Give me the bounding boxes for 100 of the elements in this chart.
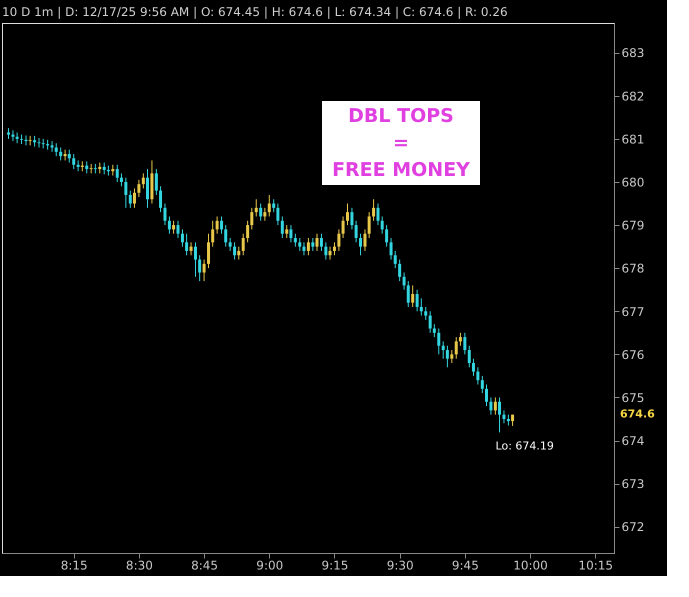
candlestick [489,396,492,416]
candlestick [350,207,354,230]
candlestick [289,224,292,243]
candlestick [506,414,510,426]
candlestick [398,259,402,282]
candlestick [233,242,236,260]
x-tick-label: 10:15 [578,558,614,572]
x-tick-label: 10:00 [513,558,548,572]
candlestick [154,168,158,196]
candlestick [16,132,19,144]
y-tick-label: 682 [622,89,644,104]
candlestick [242,233,245,256]
candlestick [85,160,88,174]
candlestick [111,164,114,176]
candlestick [458,332,462,346]
candlestick [185,233,188,256]
candlestick [276,203,280,226]
candlestick [416,289,419,312]
candlestick [484,384,488,407]
annotation: DBL TOPS = FREE MONEY [332,105,470,181]
candlestick [298,238,302,252]
candlestick [306,238,310,256]
candlestick [224,224,228,248]
candlestick [385,224,388,248]
candlestick [463,332,466,355]
candlestick [372,198,376,222]
candlestick [80,160,84,172]
y-tick-label: 674 [622,434,644,448]
candlestick [337,228,340,252]
candlestick [163,203,166,226]
candlestick [263,207,266,222]
candlestick [194,242,197,278]
y-tick-label: 681 [622,132,644,146]
candlestick [511,414,514,426]
x-tick-label: 9:15 [321,558,348,572]
candlestick [315,233,318,252]
candlestick [472,358,475,376]
candlestick [207,233,210,269]
candlestick [54,142,58,157]
x-tick-label: 8:30 [126,558,153,572]
y-tick-label: 676 [622,348,644,362]
candlestick [198,254,202,282]
y-tick-label: 672 [622,520,644,534]
candlestick [59,147,62,161]
candlestick [302,242,306,256]
y-tick-label: 683 [622,46,644,60]
x-tick-label: 8:45 [191,558,218,572]
candlestick [146,168,150,208]
candlestick [332,242,336,256]
candlestick [285,224,288,239]
candlestick [424,306,428,320]
candlestick [476,366,480,386]
candlestick [120,172,123,187]
candlestick [172,220,176,234]
y-tick-label: 673 [622,477,644,492]
candlestick [328,246,332,260]
candlestick [124,177,128,208]
candlestick [468,345,471,368]
candlestick [7,128,10,140]
candlestick [159,186,162,213]
y-tick-label: 680 [622,176,644,190]
candlestick [11,130,14,142]
y-tick-label: 678 [622,262,644,276]
candlestick [390,238,393,260]
candlestick [94,163,97,174]
candlestick [368,212,371,239]
y-tick-label: 679 [622,218,644,233]
candlestick [68,149,71,164]
candlestick [116,164,119,182]
candlestick [259,203,262,222]
candlestick [442,340,445,360]
candlestick [402,272,406,290]
candlestick [180,228,184,248]
candlestick [268,194,271,217]
candlestick [254,198,258,217]
candlestick [494,396,497,416]
chart-title: 10 D 1m | D: 12/17/25 9:56 AM | O: 674.45 | H: 674.6 | L: 674.34 | C: 674.6 | R: 0.26 [2,5,508,19]
candlestick [132,188,136,208]
candlestick [502,410,506,424]
candlestick [294,233,297,248]
candlestick [64,149,67,161]
candlestick [28,135,32,146]
candlestick [311,238,314,252]
candlestick [432,324,436,338]
candlestick [176,220,180,239]
candlestick [450,350,454,364]
candlestick [128,190,132,208]
annotation: Lo: 674.19 [496,439,554,452]
candlestick [202,259,206,282]
candlestick [359,233,362,256]
x-tick-label: 8:15 [60,558,88,572]
candlestick [250,207,254,230]
candlestick [376,203,380,226]
candlestick [168,216,171,234]
candlestick [272,198,276,213]
x-tick-label: 9:30 [386,558,414,572]
candlestick [437,328,440,355]
candlestick [46,139,50,150]
candlestick [380,216,384,234]
candlestick [420,298,423,316]
